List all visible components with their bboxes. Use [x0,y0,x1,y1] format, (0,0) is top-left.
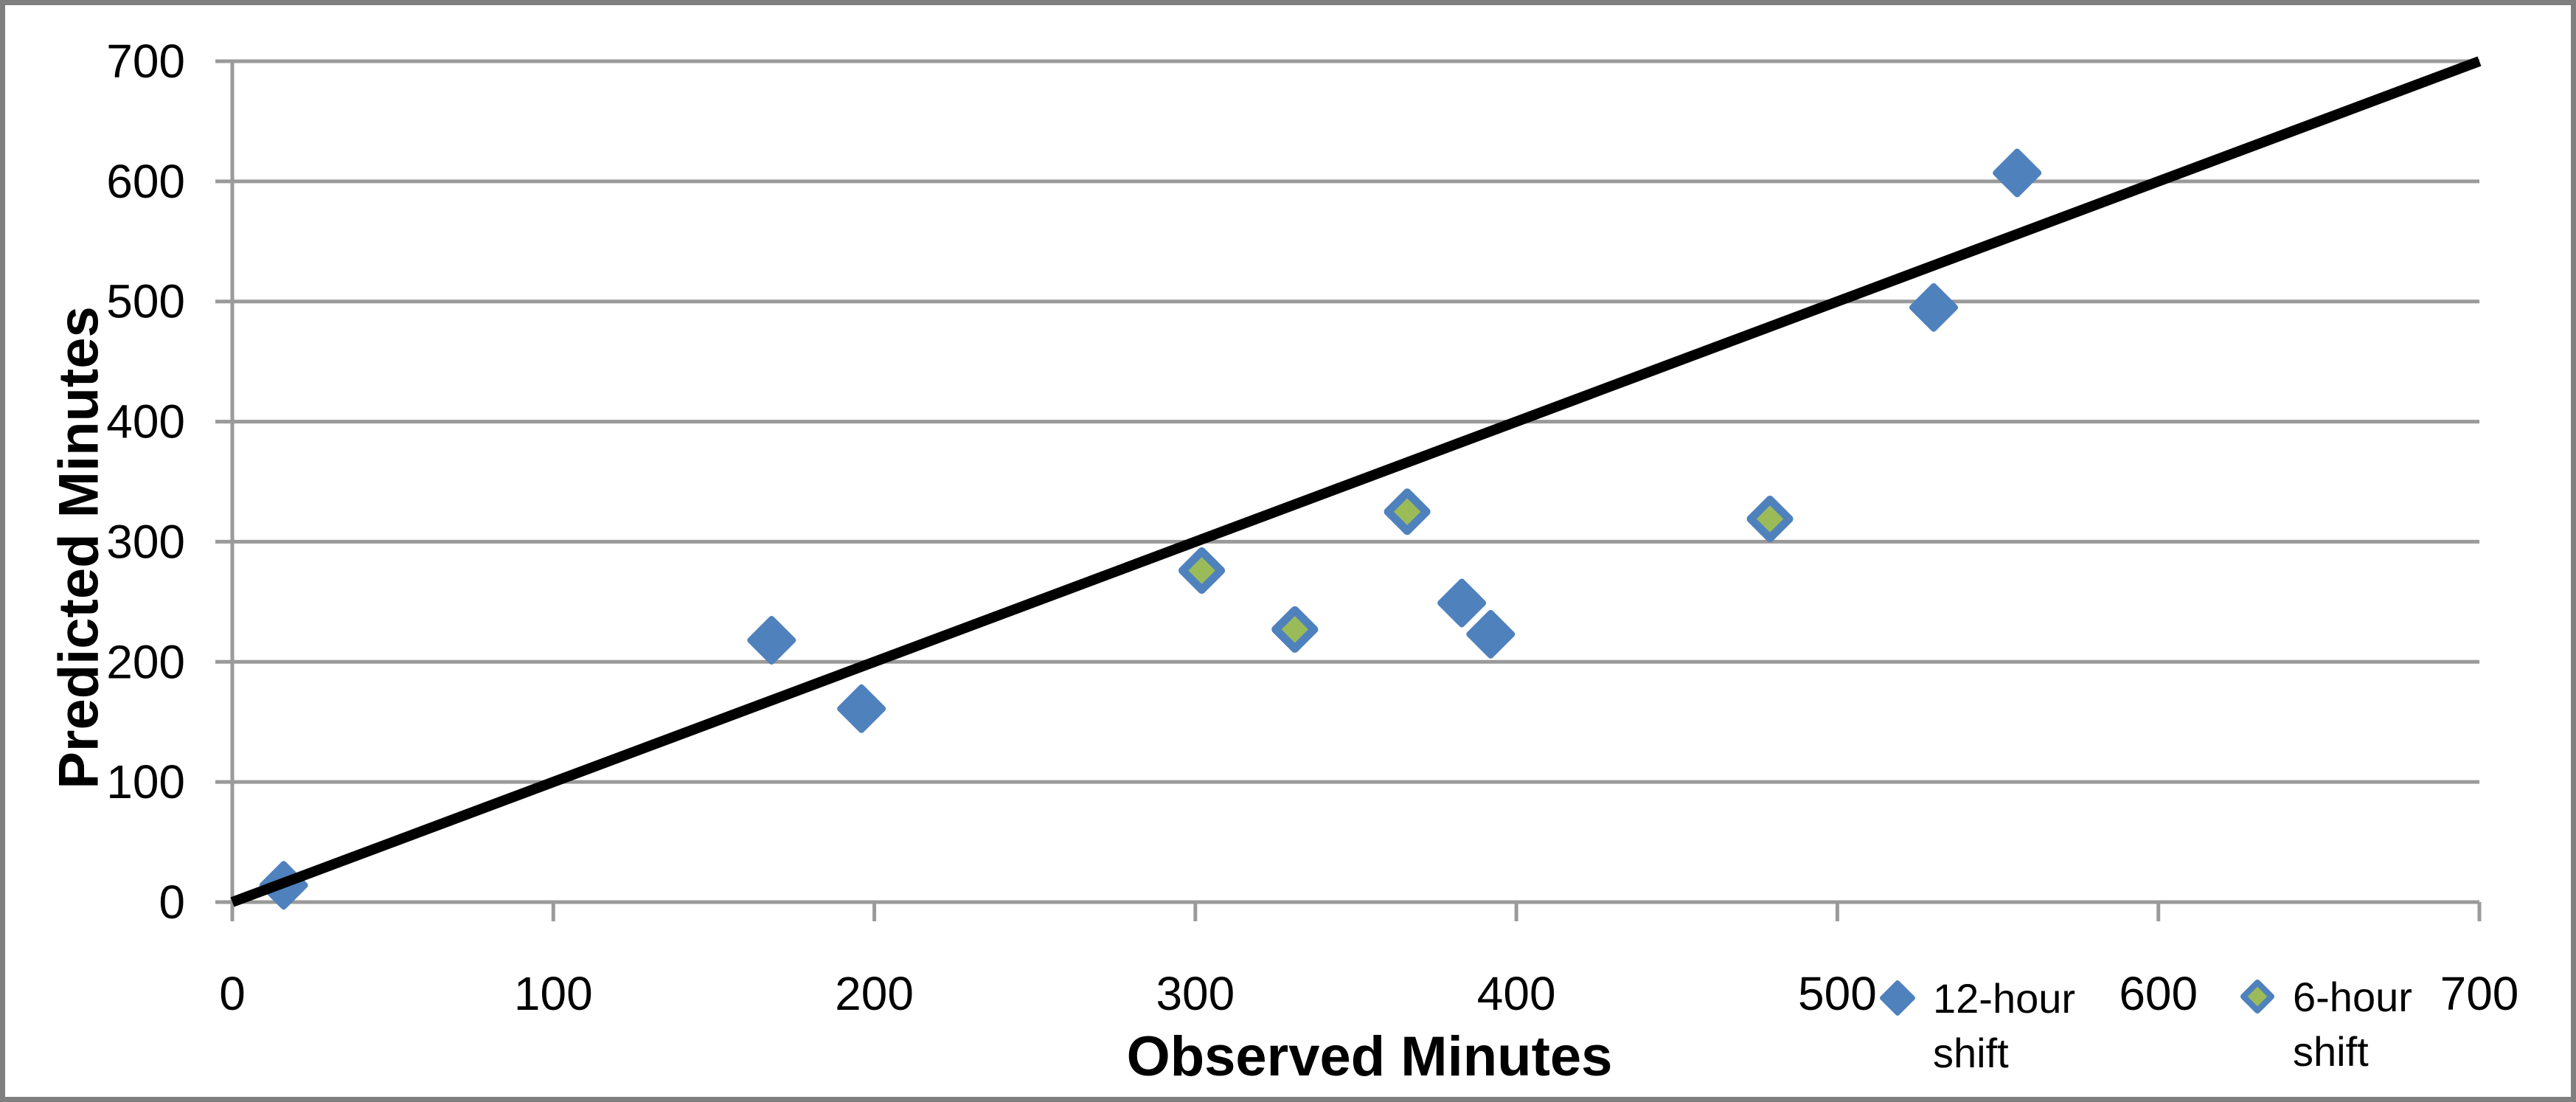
data-point-6-hour-shift [1384,488,1431,536]
x-tick-label: 600 [2119,967,2198,1020]
data-point-6-hour-shift [1271,606,1319,653]
x-tick-label: 300 [1156,967,1235,1020]
y-tick-label: 200 [106,635,185,688]
y-tick-label: 500 [106,275,185,328]
plot-area: 0 100 200 300 400 500 600 700 0 100 200 300 400 500 60… [106,35,2519,1020]
x-tick-label: 200 [835,967,914,1020]
y-axis-title: Predicted Minutes [47,306,111,789]
y-tick-label: 600 [106,155,185,208]
x-axis-title: Observed Minutes [1126,1025,1613,1088]
identity-line [230,56,2482,907]
y-tick-label: 0 [159,876,185,929]
x-tick-label: 400 [1477,967,1556,1020]
x-tick-label: 100 [514,967,593,1020]
data-point-12-hour-shift [1437,578,1487,628]
x-tick-label: 500 [1798,967,1877,1020]
data-point-12-hour-shift [1909,283,1959,332]
data-point-6-hour-shift [1746,495,1794,542]
data-point-12-hour-shift [1993,148,2042,198]
y-tick-label: 700 [106,35,185,88]
data-point-12-hour-shift [1466,609,1516,659]
x-tick-label: 700 [2440,967,2519,1020]
y-tick-label: 400 [106,395,185,448]
data-point-12-hour-shift [837,684,886,733]
y-tick-label: 300 [106,515,185,568]
data-point-6-hour-shift [1178,547,1226,595]
x-tick-label: 0 [219,967,246,1020]
data-point-12-hour-shift [747,615,796,665]
y-tick-label: 100 [106,755,185,808]
